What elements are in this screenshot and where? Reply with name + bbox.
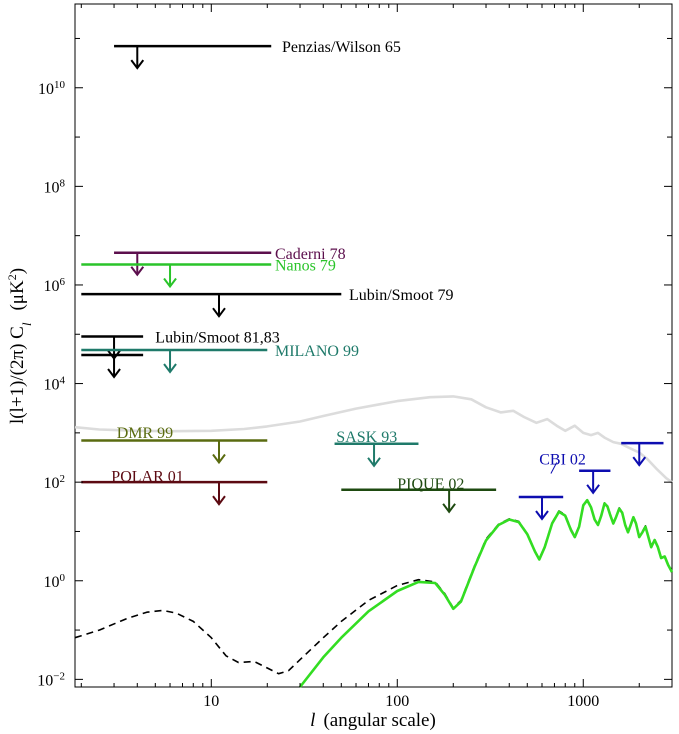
y-tick-base: 10 [38, 81, 54, 98]
limit-arrow-head-lubin-smoot-79 [212, 307, 226, 318]
y-tick-label-8: 108 [44, 177, 66, 196]
x-axis-label-text: (angular scale) [323, 710, 435, 731]
y-tick-label-−2: 10−2 [37, 670, 65, 689]
limit-arrow-head-sask-93 [367, 457, 381, 468]
limit-arrow-head-milano-99 [163, 363, 177, 374]
limit-label-penzias-wilson-65: Penzias/Wilson 65 [282, 39, 401, 56]
limit-label-cbi-02: CBI 02 [539, 452, 586, 469]
y-axis-label-unit-sup: 2 [5, 274, 19, 280]
y-tick-label-6: 106 [44, 276, 66, 295]
y-axis-label-sub: l [19, 322, 34, 326]
limit-label-milano-99: MILANO 99 [275, 343, 359, 360]
series-gray_reference [74, 395, 673, 484]
y-tick-exponent: 10 [54, 79, 66, 91]
x-axis-label: l (angular scale) [310, 710, 436, 731]
plot-area-frame [74, 3, 673, 688]
limit-arrow-head-dmr-99 [212, 453, 226, 465]
y-tick-exponent: 0 [60, 572, 66, 584]
y-tick-exponent: −2 [53, 670, 65, 682]
limit-label-polar-01: POLAR 01 [111, 469, 183, 486]
limit-arrow-head-unlabeled-13 [632, 456, 647, 467]
limit-label-dmr-99: DMR 99 [117, 425, 173, 442]
limit-label-lubin-smoot-79: Lubin/Smoot 79 [349, 287, 453, 304]
y-axis-label: l(l+1)/(2π) Cl (μK2) [5, 268, 34, 424]
x-tick-label-100: 100 [385, 693, 409, 710]
y-tick-label-0: 100 [44, 572, 66, 591]
y-tick-exponent: 8 [60, 177, 66, 189]
limit-label-sask-93: SASK 93 [336, 429, 397, 446]
limit-arrow-head-unlabeled-5 [107, 368, 121, 379]
limit-label-pique-02: PIQUE 02 [397, 476, 464, 493]
y-axis-label-main: l(l+1)/(2π) C [7, 326, 28, 424]
y-tick-base: 10 [44, 278, 60, 295]
y-tick-exponent: 4 [60, 375, 66, 387]
limit-arrow-head-nanos-79 [163, 277, 177, 289]
limit-arrow-head-penzias-wilson-65 [130, 59, 145, 70]
cbi-leader-line [550, 462, 558, 474]
limit-label-nanos-79: Nanos 79 [275, 258, 336, 275]
y-axis-label-unit-end: ) [7, 268, 28, 274]
y-tick-base: 10 [44, 179, 60, 196]
y-tick-label-2: 102 [44, 473, 66, 492]
limit-arrow-head-polar-01 [212, 495, 226, 506]
y-tick-exponent: 6 [60, 276, 66, 288]
x-tick-label-10: 10 [203, 693, 219, 710]
x-axis-label-variable: l [310, 710, 315, 731]
limit-label-lubin-smoot-81-83: Lubin/Smoot 81,83 [155, 330, 279, 347]
y-tick-base: 10 [44, 377, 60, 394]
y-tick-exponent: 2 [60, 473, 66, 485]
series-model_dashed [74, 498, 673, 675]
x-tick-label-1000: 1000 [567, 693, 599, 710]
limit-arrow-head-caderni-78 [130, 266, 145, 277]
series-model_green [298, 498, 674, 688]
limit-label-caderni-78: Caderni 78 [275, 246, 346, 263]
y-tick-label-10: 1010 [38, 79, 66, 98]
limit-arrow-head-pique-02 [442, 503, 456, 514]
y-axis-label-unit: (μK [7, 280, 28, 311]
data-series-layer [74, 395, 674, 688]
y-tick-label-4: 104 [44, 375, 66, 394]
limit-arrow-head-unlabeled-11 [535, 510, 549, 521]
y-tick-base: 10 [37, 672, 53, 689]
y-tick-base: 10 [44, 475, 60, 492]
limit-arrow-head-unlabeled-12 [586, 484, 600, 495]
y-tick-base: 10 [44, 574, 60, 591]
